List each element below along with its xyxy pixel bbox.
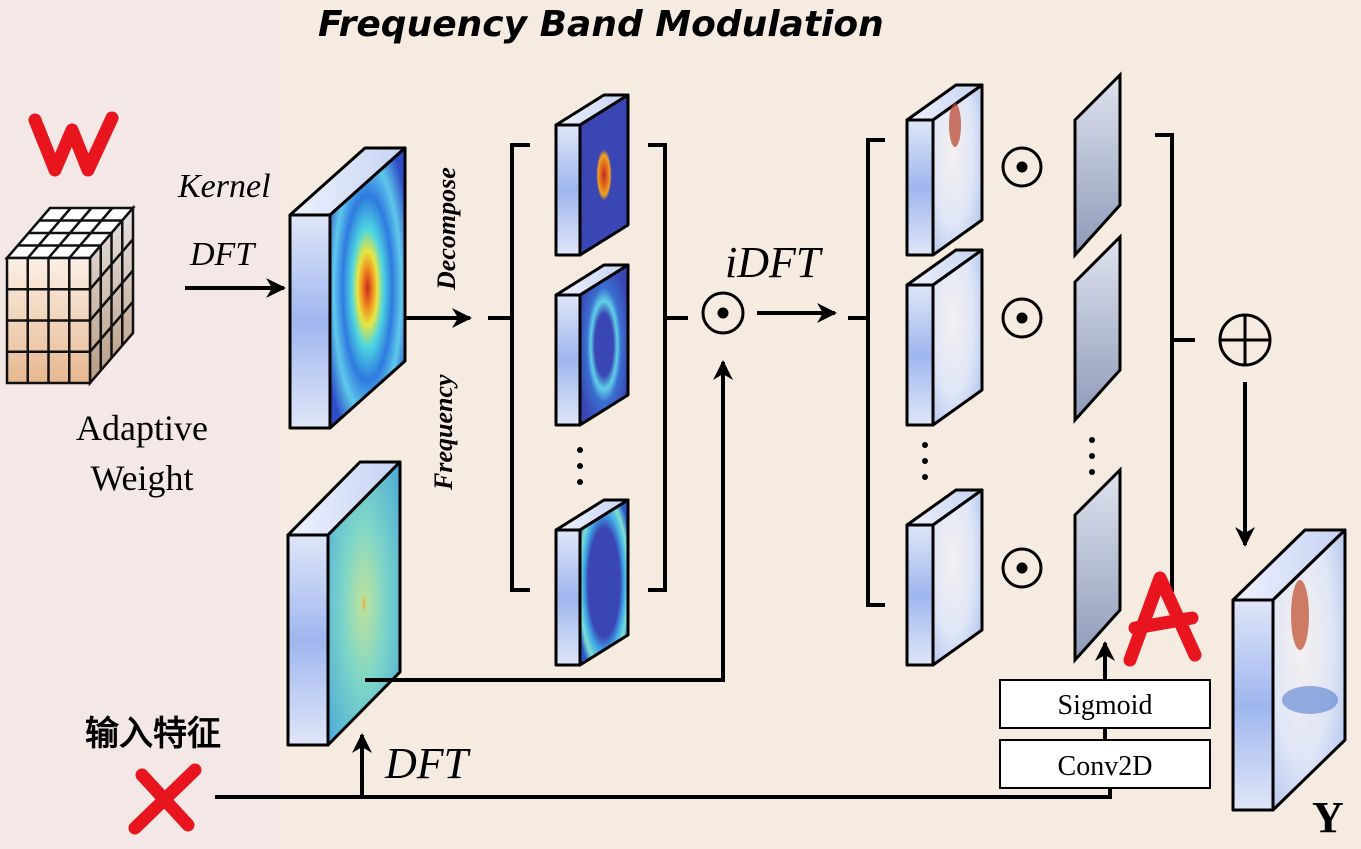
kernel-spectrum-slab <box>288 146 407 430</box>
frequency-label: Frequency <box>429 374 458 491</box>
bracket-left-1 <box>488 143 530 592</box>
handwritten-a <box>1123 571 1202 667</box>
spectrum-to-odot <box>365 360 733 682</box>
input-feature-label: 输入特征 <box>85 714 221 754</box>
input-spectrum-slab <box>286 460 402 747</box>
conv2d-label: Conv2D <box>1058 751 1153 782</box>
gate-map-1 <box>1073 71 1122 259</box>
elementwise-multiply-icon <box>1001 297 1043 339</box>
elementwise-multiply-icon <box>1001 146 1043 188</box>
elementwise-multiply-icon <box>701 291 745 335</box>
band-slab-high <box>554 498 630 667</box>
idft-slab-3 <box>905 488 984 667</box>
bracket-right-2 <box>1155 133 1195 592</box>
bracket-left-2 <box>848 138 885 607</box>
decompose-label: Decompose <box>432 167 461 291</box>
elementwise-multiply-icon <box>1001 547 1043 589</box>
bracket-right-1 <box>648 143 688 592</box>
band-slab-mid <box>554 263 630 427</box>
output-slab-y <box>1231 528 1347 812</box>
adaptive-weight-cube <box>4 204 136 387</box>
idft-slab-1 <box>905 83 984 257</box>
gate-map-2 <box>1073 233 1122 424</box>
weight-label: Weight <box>90 458 193 498</box>
handwritten-x <box>128 763 202 835</box>
x-main-line <box>215 788 1112 799</box>
idft-slab-2 <box>905 248 984 427</box>
dft-label-top: DFT <box>189 236 256 273</box>
feature-blob <box>1291 580 1309 650</box>
band-slab-low <box>554 93 630 257</box>
dft-label-bottom: DFT <box>384 739 472 788</box>
connections <box>215 360 1115 799</box>
feature-blob <box>949 103 961 147</box>
ellipsis-dots <box>577 437 1095 485</box>
adaptive-label: Adaptive <box>76 408 208 448</box>
elementwise-add-icon <box>1218 313 1272 367</box>
diagram-title: Frequency Band Modulation <box>318 4 884 45</box>
idft-label: iDFT <box>725 238 824 287</box>
feature-blob <box>1282 686 1338 714</box>
kernel-label: Kernel <box>177 168 271 205</box>
sigmoid-label: Sigmoid <box>1058 690 1153 721</box>
output-label: Y <box>1312 793 1344 842</box>
sigmoid-box: Sigmoid <box>999 679 1211 729</box>
gate-map-3 <box>1073 466 1122 664</box>
conv2d-box: Conv2D <box>999 739 1211 789</box>
handwritten-w <box>28 111 119 177</box>
